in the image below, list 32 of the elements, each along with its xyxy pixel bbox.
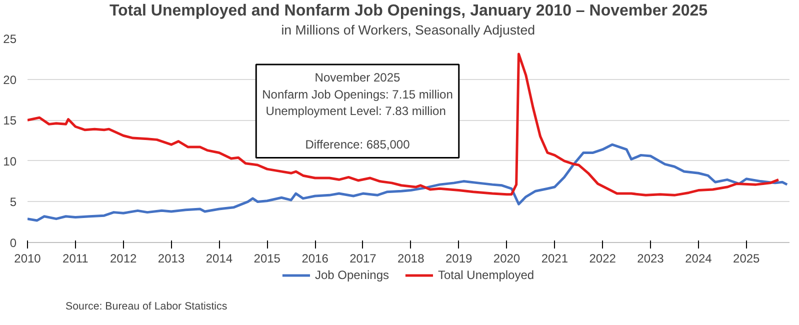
- x-tick-label: 2025: [733, 252, 760, 266]
- y-tick-label: 0: [10, 236, 17, 250]
- annotation: Difference: 685,000: [305, 138, 410, 152]
- x-tick-label: 2021: [541, 252, 568, 266]
- y-tick-label: 15: [3, 114, 17, 128]
- x-tick-label: 2020: [493, 252, 520, 266]
- y-tick-label: 5: [10, 195, 17, 210]
- annotation: Nonfarm Job Openings: 7.15 million: [262, 87, 453, 102]
- x-tick-label: 2010: [14, 252, 42, 266]
- chart-subtitle: in Millions of Workers, Seasonally Adjusted: [281, 22, 536, 38]
- x-tick-label: 2023: [637, 252, 664, 266]
- annotation: November 2025: [314, 70, 401, 84]
- x-tick-label: 2012: [110, 252, 138, 266]
- legend-label: Job Openings: [314, 268, 389, 282]
- legend-label: Total Unemployed: [438, 268, 534, 282]
- y-tick-label: 10: [3, 154, 17, 168]
- line-series: [28, 52, 780, 196]
- source-note: Source: Bureau of Labor Statistics: [66, 300, 228, 312]
- x-tick-label: 2015: [254, 252, 281, 266]
- x-tick-label: 2019: [445, 252, 472, 266]
- x-tick-label: 2014: [206, 252, 233, 266]
- y-tick-label: 20: [3, 72, 17, 87]
- x-tick-label: 2013: [158, 252, 185, 266]
- x-tick-label: 2011: [62, 252, 89, 266]
- x-tick-label: 2017: [350, 252, 377, 266]
- x-tick-label: 2022: [589, 252, 616, 266]
- annotation: Unemployment Level: 7.83 million: [266, 104, 446, 118]
- x-tick-label: 2018: [398, 252, 425, 266]
- x-tick-label: 2016: [302, 252, 329, 266]
- x-tick-label: 2024: [685, 252, 712, 266]
- y-tick-label: 25: [3, 32, 17, 46]
- chart-title: Total Unemployed and Nonfarm Job Openings, January 2010 – November 2025: [109, 2, 708, 20]
